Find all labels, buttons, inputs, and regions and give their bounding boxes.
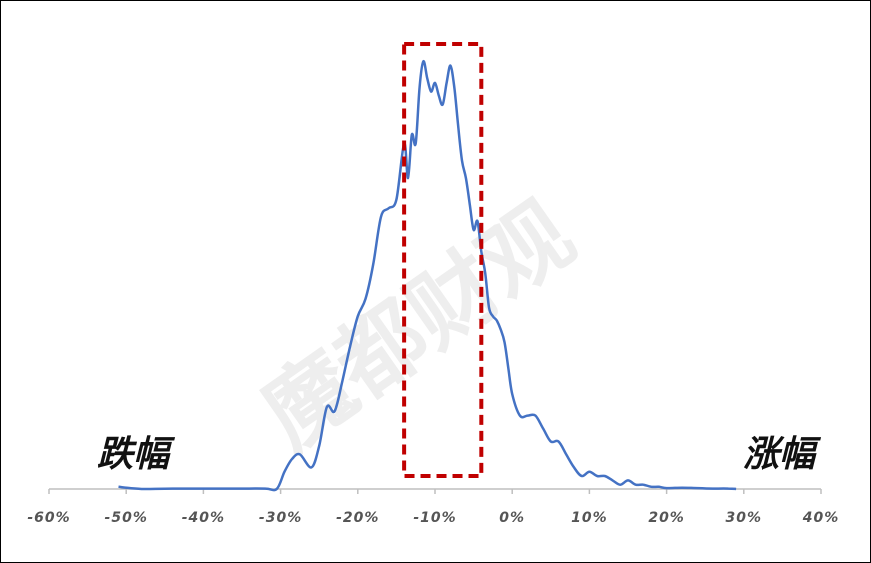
x-tick-label: 20% <box>648 510 685 526</box>
label-increase: 涨幅 <box>743 434 822 475</box>
x-tick-label: -10% <box>413 510 456 526</box>
x-tick-label: -40% <box>182 510 225 526</box>
x-tick-label: -20% <box>336 510 379 526</box>
x-tick-label: -60% <box>27 510 70 526</box>
x-axis: -60% -50% -40% -30% -20% -10% 0% 10% 20% 30% 40% <box>27 488 840 526</box>
x-tick-label: -50% <box>105 510 148 526</box>
watermark: 魔都财观 <box>244 182 591 468</box>
series-layer <box>118 60 737 492</box>
highlight-box <box>402 42 484 479</box>
label-decline: 跌幅 <box>97 434 176 475</box>
x-tick-label: 40% <box>802 510 840 526</box>
x-tick-label: 10% <box>571 510 608 526</box>
x-tick-label: 0% <box>499 510 525 526</box>
x-tick-label: 30% <box>726 510 763 526</box>
highlight-layer <box>402 42 484 479</box>
series-line <box>118 60 737 492</box>
x-tick-label: -30% <box>259 510 302 526</box>
